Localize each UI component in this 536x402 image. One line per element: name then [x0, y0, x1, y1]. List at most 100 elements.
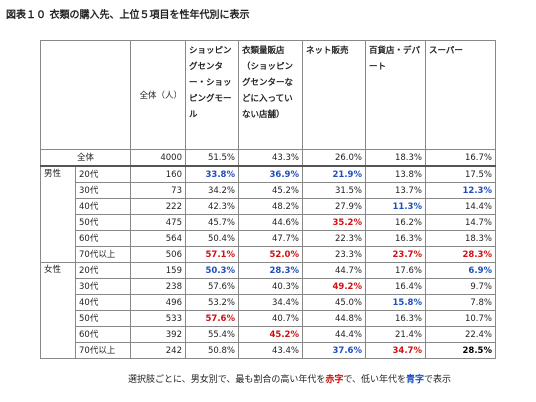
- cell: 392: [130, 326, 186, 343]
- data-row: 40代 222 42.3% 48.2% 27.9% 11.3% 14.4%: [41, 198, 496, 215]
- cell: 53.2%: [185, 294, 239, 311]
- data-row: 男性 20代 160 33.8% 36.9% 21.9% 13.8% 17.5%: [40, 165, 496, 263]
- age-label: 30代: [75, 278, 131, 295]
- cell: 45.7%: [185, 214, 239, 231]
- cell: 22.4%: [425, 326, 496, 343]
- cell: 47.7%: [238, 230, 303, 247]
- age-label: 50代: [75, 214, 131, 231]
- data-row: 70代以上 242 50.8% 43.4% 37.6% 34.7% 28.5%: [41, 342, 496, 359]
- cell: 34.4%: [238, 294, 303, 311]
- column-header: 百貨店・デパート: [365, 40, 426, 150]
- note-blue: 青字: [406, 375, 425, 385]
- cell: 238: [130, 278, 186, 295]
- cell: 51.5%: [185, 149, 239, 167]
- data-row: 70代以上 506 57.1% 52.0% 23.3% 23.7% 28.3%: [41, 246, 496, 263]
- cell: 16.2%: [365, 214, 426, 231]
- cell: 43.3%: [238, 149, 303, 167]
- data-table: 全体（人） ショッピングセンター・ショッピングモール 衣類量販店（ショッピングセンタ…: [40, 40, 496, 359]
- column-header: ショッピングセンター・ショッピングモール: [185, 40, 239, 150]
- column-header: 全体（人）: [130, 40, 186, 150]
- cell: 44.6%: [238, 214, 303, 231]
- corner-cell: [40, 40, 131, 150]
- cell: 31.5%: [302, 182, 366, 199]
- data-row: 50代 533 57.6% 40.7% 44.8% 16.3% 10.7%: [41, 310, 496, 327]
- cell: 44.7%: [302, 262, 366, 279]
- cell: 222: [130, 198, 186, 215]
- cell: 4000: [130, 149, 186, 167]
- data-row: 50代 475 45.7% 44.6% 35.2% 16.2% 14.7%: [41, 214, 496, 231]
- note-text: で、低い年代を: [343, 375, 407, 385]
- cell: 42.3%: [185, 198, 239, 215]
- cell: 43.4%: [238, 342, 303, 359]
- group-label: 女性: [40, 262, 76, 359]
- cell: 9.7%: [425, 278, 496, 295]
- data-row: 60代 564 50.4% 47.7% 22.3% 16.3% 18.3%: [41, 230, 496, 247]
- cell: 16.3%: [365, 310, 426, 327]
- cell: 475: [130, 214, 186, 231]
- cell: 45.2%: [238, 182, 303, 199]
- cell: 21.4%: [365, 326, 426, 343]
- cell: 16.7%: [425, 149, 496, 167]
- age-label: 40代: [75, 198, 131, 215]
- cell: 35.2%: [302, 214, 366, 231]
- cell: 16.4%: [365, 278, 426, 295]
- cell: 15.8%: [365, 294, 426, 311]
- cell: 18.3%: [425, 230, 496, 247]
- age-label: 30代: [75, 182, 131, 199]
- cell: 49.2%: [302, 278, 366, 295]
- age-label: 70代以上: [75, 246, 131, 263]
- cell: 34.2%: [185, 182, 239, 199]
- cell: 159: [130, 262, 186, 279]
- cell: 14.7%: [425, 214, 496, 231]
- cell: 23.3%: [302, 246, 366, 263]
- cell: 564: [130, 230, 186, 247]
- cell: 33.8%: [185, 165, 239, 183]
- column-header: 衣類量販店（ショッピングセンターなどに入っていない店舗）: [238, 40, 303, 150]
- data-row: 40代 496 53.2% 34.4% 45.0% 15.8% 7.8%: [41, 294, 496, 311]
- cell: 17.5%: [425, 165, 496, 183]
- header-row: 全体（人） ショッピングセンター・ショッピングモール 衣類量販店（ショッピングセンタ…: [40, 40, 496, 150]
- cell: 21.9%: [302, 165, 366, 183]
- cell: 13.7%: [365, 182, 426, 199]
- cell: 26.0%: [302, 149, 366, 167]
- column-header: スーパー: [425, 40, 496, 150]
- cell: 36.9%: [238, 165, 303, 183]
- age-label: 60代: [75, 230, 131, 247]
- cell: 12.3%: [425, 182, 496, 199]
- cell: 52.0%: [238, 246, 303, 263]
- age-label: 50代: [75, 310, 131, 327]
- data-row: 30代 73 34.2% 45.2% 31.5% 13.7% 12.3%: [41, 182, 496, 199]
- note: 選択肢ごとに、男女別で、最も割合の高い年代を赤字で、低い年代を青字で表示: [128, 372, 451, 385]
- title: 図表１０ 衣類の購入先、上位５項目を性年代別に表示: [6, 10, 250, 21]
- cell: 27.9%: [302, 198, 366, 215]
- age-label: 60代: [75, 326, 131, 343]
- cell: 18.3%: [365, 149, 426, 167]
- cell: 7.8%: [425, 294, 496, 311]
- cell: 11.3%: [365, 198, 426, 215]
- cell: 14.4%: [425, 198, 496, 215]
- cell: 23.7%: [365, 246, 426, 263]
- cell: 50.8%: [185, 342, 239, 359]
- cell: 160: [130, 165, 186, 183]
- age-label: 20代: [75, 262, 131, 279]
- cell: 28.3%: [238, 262, 303, 279]
- cell: 73: [130, 182, 186, 199]
- column-header: ネット販売: [302, 40, 366, 150]
- age-label: 70代以上: [75, 342, 131, 359]
- note-red: 赤字: [325, 375, 344, 385]
- cell: 44.8%: [302, 310, 366, 327]
- cell: 45.2%: [238, 326, 303, 343]
- cell: 506: [130, 246, 186, 263]
- cell: 40.3%: [238, 278, 303, 295]
- cell: 40.7%: [238, 310, 303, 327]
- cell: 57.6%: [185, 278, 239, 295]
- data-row: 女性 20代 159 50.3% 28.3% 44.7% 17.6% 6.9%: [40, 262, 496, 359]
- cell: 6.9%: [425, 262, 496, 279]
- cell: 10.7%: [425, 310, 496, 327]
- cell: 37.6%: [302, 342, 366, 359]
- row-label: 全体: [40, 149, 131, 167]
- group-label: 男性: [40, 165, 76, 263]
- cell: 28.3%: [425, 246, 496, 263]
- data-row: 30代 238 57.6% 40.3% 49.2% 16.4% 9.7%: [41, 278, 496, 295]
